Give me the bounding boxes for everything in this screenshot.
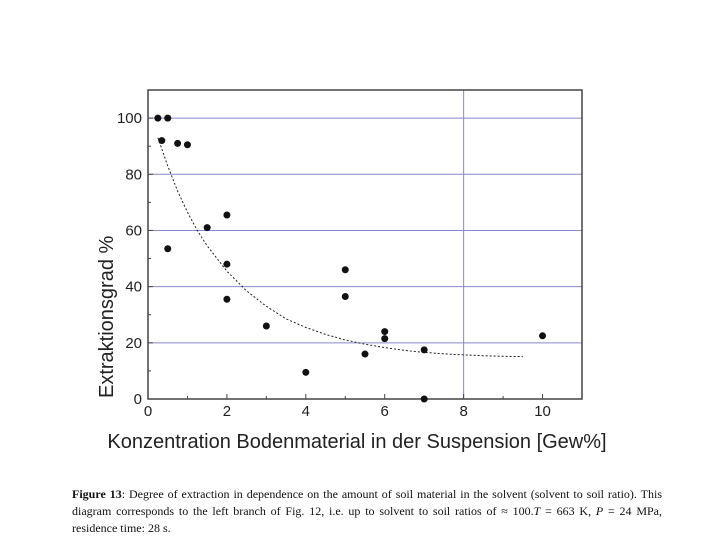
data-point [164,114,172,122]
data-points [154,114,547,403]
data-point [174,139,182,147]
caption-p-value: = 24 MPa, residence time: 28 s. [72,504,663,535]
grid-lines [148,90,582,399]
plot-frame [147,89,583,400]
y-tick-label: 40 [125,279,142,296]
data-point [158,137,166,145]
y-tick-label: 100 [117,110,142,127]
caption-t-symbol: T [533,504,541,518]
x-tick-label: 10 [534,403,551,420]
caption-p-symbol: P [595,504,604,518]
data-point [381,328,389,336]
data-point [341,266,349,274]
data-point [223,211,231,219]
data-point [361,350,369,358]
data-point [154,114,162,122]
axis-ticks [147,117,544,400]
data-point [420,395,428,403]
data-point [262,322,270,330]
y-tick-label: 20 [125,335,142,352]
y-tick-label: 60 [125,222,142,239]
data-point [183,141,191,149]
x-tick-label: 0 [144,403,152,420]
data-point [302,368,310,376]
data-point [203,224,211,232]
data-point [420,346,428,354]
x-tick-label: 2 [223,403,231,420]
data-point [223,260,231,268]
y-tick-label: 0 [134,391,142,408]
data-point [539,332,547,340]
y-tick-label: 80 [125,166,142,183]
x-tick-label: 4 [302,403,310,420]
data-point [223,295,231,303]
x-tick-label: 8 [459,403,467,420]
fit-curve [157,137,523,358]
data-point [341,292,349,300]
caption-label: Figure 13 [72,487,122,501]
data-point [164,245,172,253]
x-axis-label: Konzentration Bodenmaterial in der Suspe… [107,431,606,453]
caption-t-value: = 663 K, [540,504,596,518]
figure-caption: Figure 13: Degree of extraction in depen… [72,486,662,537]
data-point [381,335,389,343]
caption-text: : Degree of extraction in dependence on … [72,487,662,518]
y-axis-label: Extraktionsgrad % [96,235,118,398]
x-tick-label: 6 [381,403,389,420]
